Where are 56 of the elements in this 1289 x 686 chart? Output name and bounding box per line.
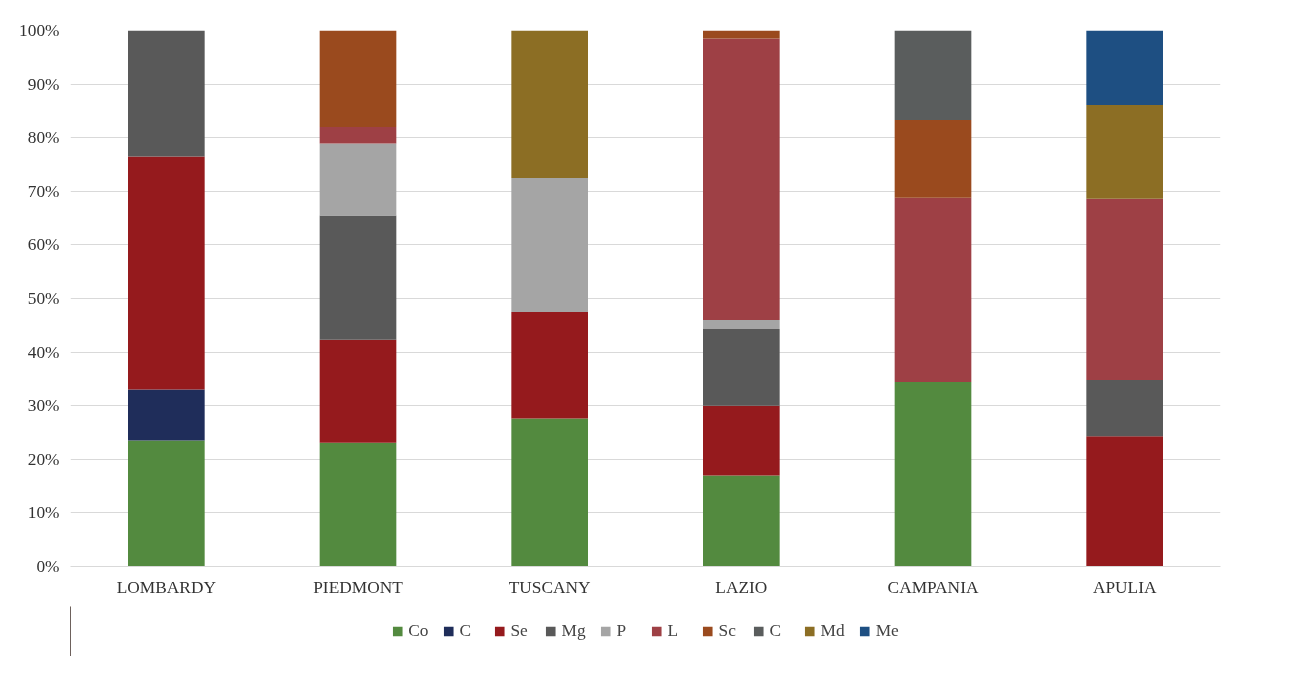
bar <box>319 126 397 144</box>
bar <box>703 475 780 567</box>
bar <box>511 177 588 312</box>
bar <box>1086 30 1163 105</box>
y-tick-label: 40% <box>27 342 60 362</box>
x-tick-label: CAMPANIA <box>887 577 979 597</box>
legend-label: C <box>459 621 473 641</box>
y-tick-label: 10% <box>27 503 60 523</box>
bar <box>1086 198 1163 380</box>
y-tick-label: 30% <box>27 396 60 416</box>
bar <box>703 319 780 330</box>
bar <box>128 389 205 441</box>
legend-label: Mg <box>561 621 586 641</box>
legend-label: Me <box>875 621 899 641</box>
bar <box>703 329 780 406</box>
bar <box>894 382 972 567</box>
bar <box>1086 379 1163 437</box>
legend-label: P <box>616 621 628 641</box>
bar <box>128 440 205 567</box>
bar <box>894 30 972 121</box>
bar <box>894 120 972 198</box>
y-tick-label: 20% <box>27 449 60 469</box>
legend-label: L <box>667 621 680 641</box>
x-tick-label: LAZIO <box>715 577 768 597</box>
bar <box>319 143 397 216</box>
x-tick-label: APULIA <box>1092 577 1157 597</box>
bar <box>703 30 780 39</box>
bar <box>703 38 780 320</box>
bar <box>511 418 588 567</box>
bar <box>319 215 397 340</box>
bar <box>511 311 588 419</box>
y-tick-label: 80% <box>27 128 60 148</box>
y-tick-label: 0% <box>36 557 60 576</box>
legend-label: Md <box>820 621 845 641</box>
y-tick-label: 60% <box>27 235 60 255</box>
bar <box>319 339 397 443</box>
bar <box>1086 436 1163 567</box>
y-tick-label: 90% <box>27 74 60 94</box>
bar <box>1086 105 1163 199</box>
y-tick-label: 70% <box>27 181 60 201</box>
bar <box>319 30 397 127</box>
bar <box>703 405 780 476</box>
x-tick-label: LOMBARDY <box>116 577 217 597</box>
legend-label: Co <box>408 621 429 641</box>
x-tick-label: TUSCANY <box>508 577 592 597</box>
legend-label: Sc <box>718 621 737 641</box>
y-tick-label: 50% <box>27 289 60 308</box>
bar <box>894 197 972 383</box>
bar <box>319 442 397 567</box>
legend-label: C <box>769 621 783 641</box>
bar <box>128 30 205 157</box>
bar <box>511 30 588 178</box>
x-tick-label: PIEDMONT <box>313 577 404 597</box>
legend-label: Se <box>510 621 529 641</box>
bar <box>128 156 205 390</box>
y-tick-label: 100% <box>19 21 60 40</box>
